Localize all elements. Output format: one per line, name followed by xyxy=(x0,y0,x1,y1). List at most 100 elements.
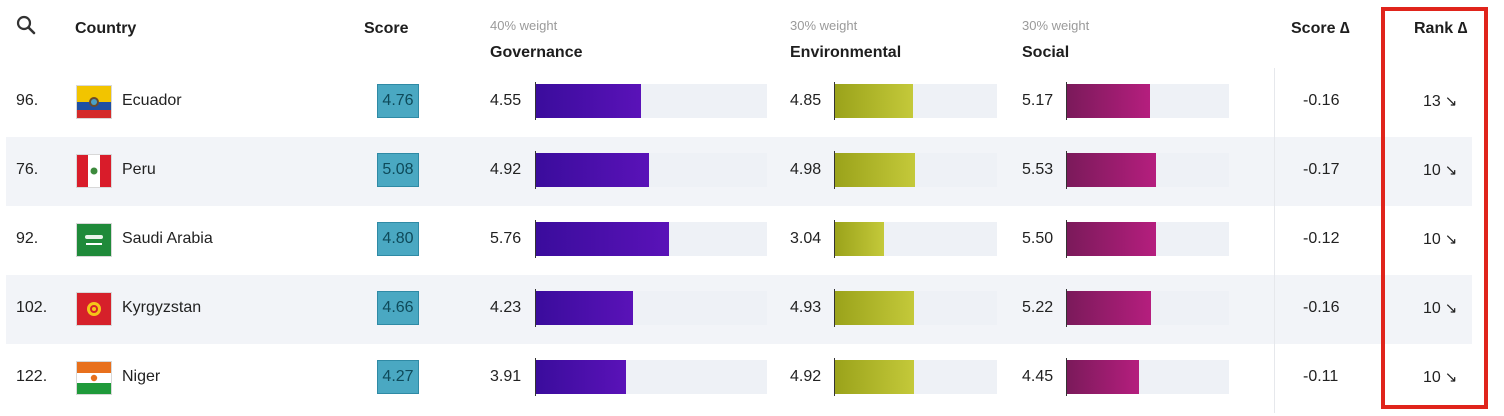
table-row[interactable]: 122. Niger 4.27 3.91 4.92 4.45 -0.11 xyxy=(6,344,1472,413)
score-delta-value: -0.17 xyxy=(1303,161,1340,178)
social-bar xyxy=(1066,360,1139,394)
environmental-value: 4.85 xyxy=(790,92,822,109)
table-row[interactable]: 76. Peru 5.08 4.92 4.98 5.53 -0.17 10 xyxy=(6,137,1472,206)
rank-delta-value: 10 xyxy=(1423,162,1441,179)
score-badge: 4.27 xyxy=(377,360,419,394)
rank-number: 102. xyxy=(16,299,48,316)
table-row[interactable]: 96. Ecuador 4.76 4.55 4.85 5.17 -0.16 xyxy=(6,68,1472,137)
governance-value: 4.55 xyxy=(490,92,522,109)
environmental-bar-track xyxy=(834,151,997,189)
governance-value: 4.92 xyxy=(490,161,522,178)
environmental-value: 4.92 xyxy=(790,368,822,385)
score-badge: 4.80 xyxy=(377,222,419,256)
governance-bar xyxy=(535,360,626,394)
rank-delta-value: 10 xyxy=(1423,300,1441,317)
social-bar xyxy=(1066,153,1157,187)
score-delta-value: -0.11 xyxy=(1303,368,1339,385)
score-column-header[interactable]: Score xyxy=(364,20,409,37)
social-bar xyxy=(1066,222,1156,256)
governance-bar-axis xyxy=(535,151,536,189)
environmental-bar-track xyxy=(834,220,997,258)
rank-delta: 10 ↘ xyxy=(1423,299,1457,318)
environmental-bar-track xyxy=(834,82,997,120)
environmental-bar-track xyxy=(834,289,997,327)
score-badge: 4.76 xyxy=(377,84,419,118)
table-row[interactable]: 102. Kyrgyzstan 4.66 4.23 4.93 5.22 -0.16 xyxy=(6,275,1472,344)
peru-flag-icon xyxy=(76,154,112,188)
rank-number: 92. xyxy=(16,230,39,247)
score-delta-value: -0.16 xyxy=(1303,92,1340,109)
governance-bar-track xyxy=(535,289,767,327)
governance-weight-label: 40% weight xyxy=(490,18,558,33)
social-bar-axis xyxy=(1066,151,1067,189)
governance-bar-axis xyxy=(535,358,536,396)
environmental-bar-axis xyxy=(834,289,835,327)
social-bar-track xyxy=(1066,82,1229,120)
rank-delta-column-header[interactable]: Rank ∆ xyxy=(1414,20,1468,37)
governance-bar-track xyxy=(535,151,767,189)
score-delta-value: -0.16 xyxy=(1303,299,1340,316)
rank-delta: 10 ↘ xyxy=(1423,230,1457,249)
governance-bar-track xyxy=(535,358,767,396)
social-column-header[interactable]: Social xyxy=(1022,44,1070,61)
social-bar-track xyxy=(1066,289,1229,327)
environmental-column-header[interactable]: Environmental xyxy=(790,44,902,61)
environmental-value: 3.04 xyxy=(790,230,822,247)
environmental-value: 4.93 xyxy=(790,299,822,316)
governance-value: 3.91 xyxy=(490,368,522,385)
rank-delta-value: 10 xyxy=(1423,369,1441,386)
governance-column-header[interactable]: Governance xyxy=(490,44,583,61)
country-score-table: Country Score 40% weight Governance 30% … xyxy=(6,0,1500,416)
environmental-bar-track xyxy=(834,358,997,396)
country-column-header[interactable]: Country xyxy=(75,20,137,37)
country-name[interactable]: Ecuador xyxy=(122,92,182,109)
governance-bar-track xyxy=(535,220,767,258)
score-badge: 5.08 xyxy=(377,153,419,187)
country-name[interactable]: Kyrgyzstan xyxy=(122,299,202,316)
arrow-down-right-icon: ↘ xyxy=(1444,93,1458,110)
search-icon[interactable] xyxy=(15,14,37,36)
environmental-bar xyxy=(834,222,884,256)
rank-number: 76. xyxy=(16,161,39,178)
arrow-down-right-icon: ↘ xyxy=(1444,231,1458,248)
governance-bar-axis xyxy=(535,220,536,258)
social-bar-axis xyxy=(1066,289,1067,327)
environmental-bar xyxy=(834,291,915,325)
score-delta-value: -0.12 xyxy=(1303,230,1340,247)
governance-bar-track xyxy=(535,82,767,120)
governance-value: 5.76 xyxy=(490,230,522,247)
country-name[interactable]: Saudi Arabia xyxy=(122,230,213,247)
social-bar xyxy=(1066,84,1151,118)
table-row[interactable]: 92. Saudi Arabia 4.80 5.76 3.04 5.50 -0.1 xyxy=(6,206,1472,275)
environmental-bar-axis xyxy=(834,220,835,258)
rank-number: 96. xyxy=(16,92,39,109)
saudi-arabia-flag-icon xyxy=(76,223,112,257)
environmental-bar xyxy=(834,360,915,394)
rank-delta: 13 ↘ xyxy=(1423,92,1457,111)
governance-bar xyxy=(535,153,650,187)
social-value: 5.50 xyxy=(1022,230,1054,247)
environmental-bar xyxy=(834,84,914,118)
rank-delta-value: 10 xyxy=(1423,231,1441,248)
rank-delta-value: 13 xyxy=(1423,93,1441,110)
rank-delta: 10 ↘ xyxy=(1423,368,1457,387)
arrow-down-right-icon: ↘ xyxy=(1444,162,1458,179)
social-value: 5.22 xyxy=(1022,299,1054,316)
column-divider xyxy=(1274,68,1275,413)
score-delta-column-header[interactable]: Score ∆ xyxy=(1291,20,1350,37)
social-value: 5.53 xyxy=(1022,161,1054,178)
governance-bar xyxy=(535,84,641,118)
country-name[interactable]: Niger xyxy=(122,368,161,385)
country-name[interactable]: Peru xyxy=(122,161,156,178)
social-bar-axis xyxy=(1066,358,1067,396)
social-bar-track xyxy=(1066,220,1229,258)
environmental-bar-axis xyxy=(834,151,835,189)
environmental-bar xyxy=(834,153,916,187)
environmental-bar-axis xyxy=(834,358,835,396)
arrow-down-right-icon: ↘ xyxy=(1444,300,1458,317)
social-bar-track xyxy=(1066,151,1229,189)
governance-value: 4.23 xyxy=(490,299,522,316)
social-value: 5.17 xyxy=(1022,92,1054,109)
niger-flag-icon xyxy=(76,361,112,395)
environmental-value: 4.98 xyxy=(790,161,822,178)
